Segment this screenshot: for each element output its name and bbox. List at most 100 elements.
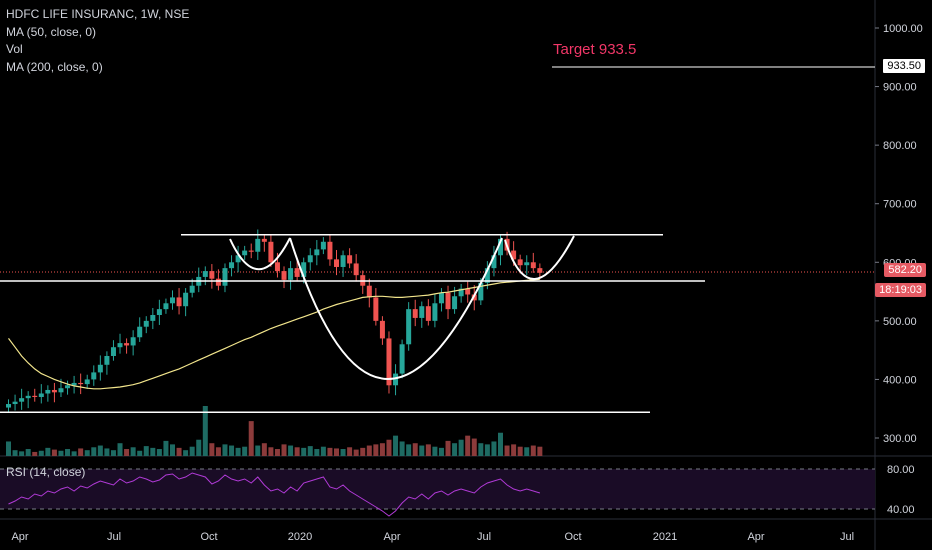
ma50-line: [8, 278, 540, 390]
volume-bar: [12, 450, 18, 456]
candle-body: [25, 395, 31, 399]
volume-bar: [412, 443, 418, 456]
legend-vol[interactable]: Vol: [6, 42, 23, 56]
candle-body: [491, 255, 497, 269]
candle-body: [301, 262, 307, 277]
volume-bar: [419, 445, 425, 456]
candle-body: [235, 255, 241, 263]
price-tick-label: 500.00: [883, 316, 917, 328]
candle-body: [452, 296, 458, 310]
candle-body: [399, 344, 405, 374]
volume-bar: [504, 445, 510, 456]
volume-bar: [393, 435, 399, 456]
volume-bar: [84, 450, 90, 456]
rsi-tick-label: 40.00: [887, 504, 915, 516]
candle-body: [78, 382, 84, 385]
candle-body: [51, 389, 57, 393]
volume-bar: [117, 443, 123, 456]
volume-bar: [274, 449, 280, 456]
candle-body: [163, 303, 169, 310]
candle-body: [327, 241, 333, 260]
cup-curve[interactable]: [289, 237, 503, 380]
target-annotation[interactable]: Target 933.5: [553, 41, 637, 58]
candle-body: [91, 372, 97, 380]
volume-bar: [399, 441, 405, 456]
candle-body: [6, 404, 11, 408]
volume-bar: [6, 441, 11, 456]
volume-bar: [170, 444, 175, 456]
candle-body: [458, 288, 464, 297]
candle-body: [110, 347, 116, 356]
rsi-legend[interactable]: RSI (14, close): [6, 465, 86, 479]
candle-body: [137, 326, 143, 338]
price-tick-label: 800.00: [883, 140, 917, 152]
volume-bar: [143, 446, 149, 456]
candle-body: [248, 250, 254, 252]
volume-bar: [58, 450, 64, 456]
volume-bar: [255, 445, 261, 456]
volume-bar: [491, 441, 497, 456]
volume-bar: [511, 444, 517, 456]
volume-bar: [196, 439, 202, 456]
volume-bar: [465, 435, 471, 456]
candle-body: [320, 241, 326, 250]
right-handle-curve[interactable]: [504, 235, 575, 280]
candle-body: [465, 288, 471, 295]
volume-bar: [45, 447, 51, 456]
candle-body: [484, 268, 490, 283]
volume-bars: [6, 406, 543, 456]
candle-body: [32, 395, 38, 397]
volume-bar: [537, 446, 543, 456]
volume-bar: [222, 444, 228, 456]
price-tick-label: 400.00: [883, 374, 917, 386]
volume-bar: [163, 440, 169, 456]
candle-body: [294, 268, 300, 277]
time-axis-ticks: Apr Jul Oct 2020 Apr Jul Oct 2021 Apr Jul: [11, 531, 854, 543]
volume-bar: [471, 438, 477, 456]
left-handle-curve[interactable]: [229, 237, 291, 271]
volume-bar: [91, 447, 97, 456]
candle-body: [432, 303, 438, 321]
volume-bar: [51, 449, 57, 456]
rsi-band: [0, 469, 875, 509]
candle-body: [97, 364, 103, 373]
volume-bar: [97, 445, 103, 456]
candle-body: [104, 356, 110, 365]
candle-body: [124, 343, 130, 346]
legend-ma200[interactable]: MA (200, close, 0): [6, 59, 103, 74]
volume-bar: [202, 406, 208, 456]
candle-body: [412, 309, 418, 318]
volume-bar: [530, 445, 536, 456]
volume-bar: [478, 443, 484, 456]
volume-bar: [124, 449, 130, 456]
volume-bar: [406, 444, 412, 456]
legend-ma50[interactable]: MA (50, close, 0): [6, 24, 97, 39]
candle-body: [524, 262, 530, 266]
candle-body: [406, 309, 412, 345]
candle-body: [419, 306, 425, 318]
candle-body: [353, 263, 359, 276]
last-price-tag: 582.20: [884, 263, 926, 277]
volume-bar: [235, 447, 241, 456]
time-tick-label: Apr: [383, 531, 400, 543]
volume-bar: [38, 450, 44, 456]
candlesticks: [6, 229, 543, 413]
volume-bar: [301, 447, 307, 456]
volume-bar: [209, 443, 215, 456]
candle-body: [255, 238, 261, 252]
candle-body: [242, 250, 248, 256]
volume-bar: [156, 449, 162, 456]
candle-body: [274, 262, 280, 272]
legend-symbol[interactable]: HDFC LIFE INSURANC, 1W, NSE: [6, 7, 190, 21]
rsi-line: [8, 472, 541, 517]
volume-bar: [183, 450, 189, 456]
volume-bar: [340, 449, 346, 456]
volume-bar: [110, 450, 116, 456]
candle-body: [366, 285, 372, 298]
candle-body: [176, 297, 182, 307]
candle-body: [281, 271, 287, 280]
volume-bar: [366, 445, 372, 456]
candle-body: [307, 255, 313, 263]
time-tick-label: Apr: [11, 531, 28, 543]
